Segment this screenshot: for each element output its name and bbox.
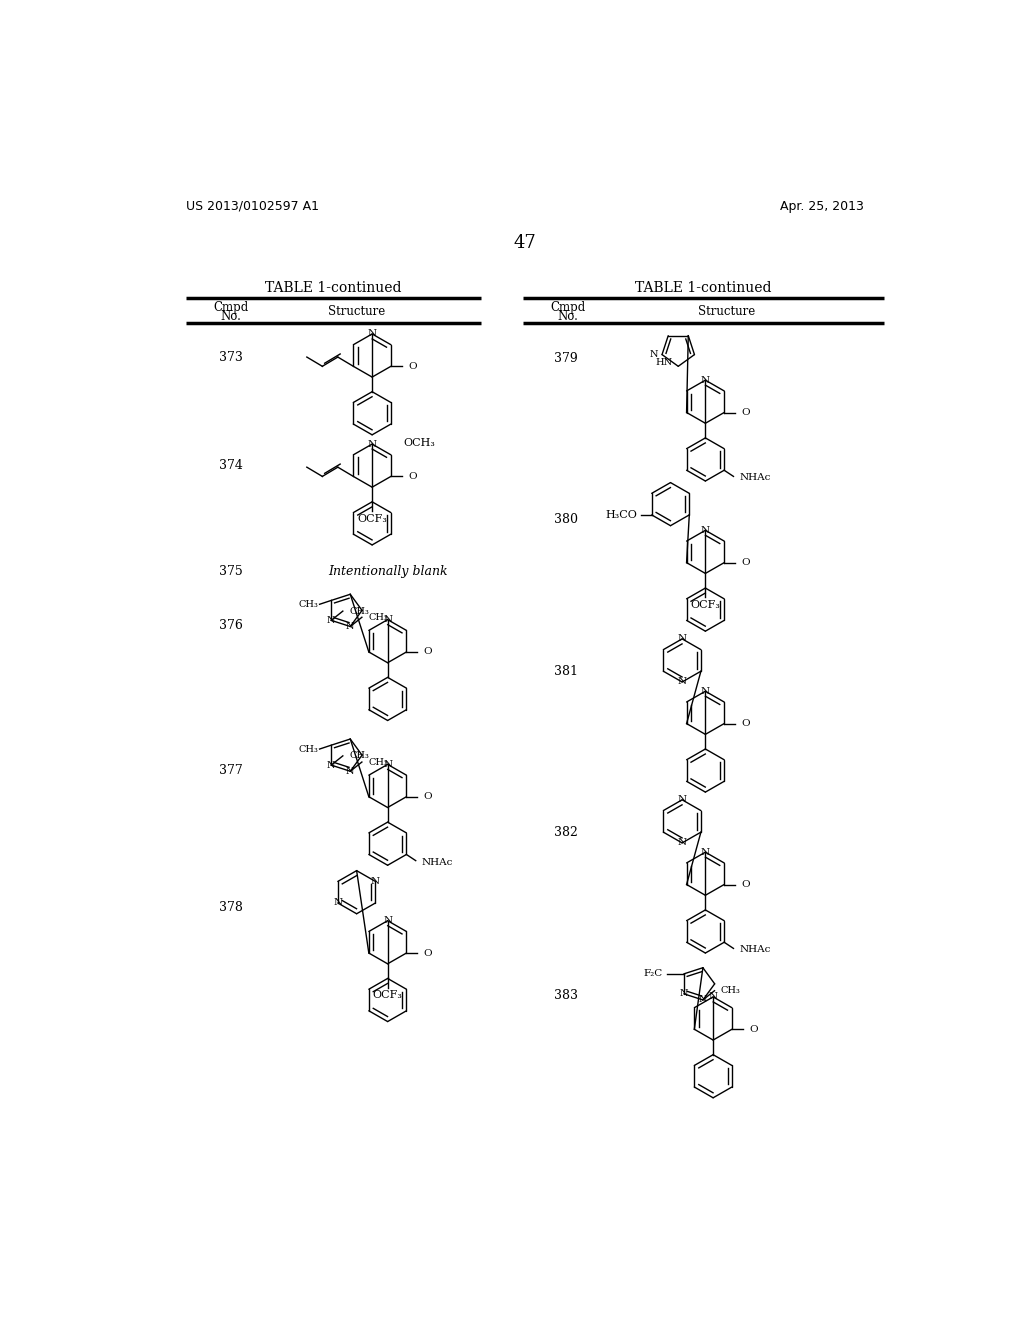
Text: N: N: [649, 350, 658, 359]
Text: N: N: [371, 876, 380, 886]
Text: N: N: [383, 760, 392, 768]
Text: No.: No.: [558, 310, 579, 323]
Text: 374: 374: [219, 459, 243, 473]
Text: N: N: [346, 622, 354, 631]
Text: N: N: [383, 615, 392, 624]
Text: Intentionally blank: Intentionally blank: [328, 565, 447, 578]
Text: N: N: [368, 330, 377, 338]
Text: O: O: [741, 408, 750, 417]
Text: CH₃: CH₃: [298, 744, 318, 754]
Text: CH₃: CH₃: [368, 612, 388, 622]
Text: HN: HN: [655, 358, 672, 367]
Text: NHAc: NHAc: [739, 945, 771, 954]
Text: N: N: [700, 376, 710, 384]
Text: O: O: [749, 1024, 758, 1034]
Text: N: N: [346, 767, 354, 776]
Text: N: N: [709, 993, 718, 1002]
Text: N: N: [700, 847, 710, 857]
Text: 382: 382: [554, 826, 578, 840]
Text: F₂C: F₂C: [644, 969, 663, 978]
Text: OCH₃: OCH₃: [403, 437, 435, 447]
Text: N: N: [383, 916, 392, 925]
Text: N: N: [327, 616, 336, 624]
Text: 379: 379: [554, 352, 578, 366]
Text: 376: 376: [219, 619, 243, 632]
Text: 375: 375: [219, 565, 243, 578]
Text: Structure: Structure: [698, 305, 756, 318]
Text: N: N: [680, 989, 688, 998]
Text: 373: 373: [219, 351, 243, 363]
Text: H₃CO: H₃CO: [605, 510, 637, 520]
Text: N: N: [678, 796, 687, 804]
Text: N: N: [700, 686, 710, 696]
Text: CH₃: CH₃: [349, 751, 369, 760]
Text: CH₃: CH₃: [368, 758, 388, 767]
Text: OCF₃: OCF₃: [690, 601, 720, 610]
Text: 377: 377: [219, 764, 243, 777]
Text: TABLE 1-continued: TABLE 1-continued: [635, 281, 772, 294]
Text: CH₃: CH₃: [349, 607, 369, 615]
Text: N: N: [700, 525, 710, 535]
Text: OCF₃: OCF₃: [357, 513, 387, 524]
Text: O: O: [424, 648, 432, 656]
Text: 381: 381: [554, 665, 578, 678]
Text: O: O: [741, 880, 750, 888]
Text: N: N: [333, 899, 342, 907]
Text: O: O: [741, 719, 750, 729]
Text: O: O: [408, 473, 417, 480]
Text: US 2013/0102597 A1: US 2013/0102597 A1: [186, 199, 319, 213]
Text: Cmpd: Cmpd: [213, 301, 249, 314]
Text: 380: 380: [554, 513, 578, 527]
Text: OCF₃: OCF₃: [373, 990, 402, 1001]
Text: 378: 378: [219, 902, 243, 915]
Text: Cmpd: Cmpd: [551, 301, 586, 314]
Text: N: N: [368, 440, 377, 449]
Text: 383: 383: [554, 989, 578, 1002]
Text: Apr. 25, 2013: Apr. 25, 2013: [780, 199, 864, 213]
Text: CH₃: CH₃: [298, 599, 318, 609]
Text: N: N: [678, 677, 687, 686]
Text: Structure: Structure: [328, 305, 385, 318]
Text: N: N: [327, 760, 336, 770]
Text: O: O: [741, 558, 750, 568]
Text: O: O: [424, 949, 432, 957]
Text: N: N: [698, 995, 708, 1005]
Text: NHAc: NHAc: [422, 858, 454, 867]
Text: N: N: [678, 838, 687, 847]
Text: 47: 47: [513, 234, 537, 252]
Text: N: N: [678, 635, 687, 643]
Text: CH₃: CH₃: [721, 986, 740, 995]
Text: O: O: [424, 792, 432, 801]
Text: TABLE 1-continued: TABLE 1-continued: [265, 281, 401, 294]
Text: O: O: [408, 362, 417, 371]
Text: NHAc: NHAc: [739, 474, 771, 482]
Text: No.: No.: [220, 310, 242, 323]
